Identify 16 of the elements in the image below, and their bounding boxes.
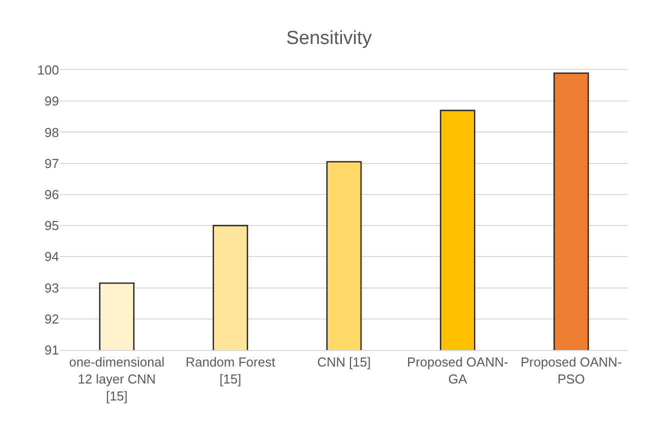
- y-tick-label: 100: [37, 62, 59, 78]
- y-tick-label: 97: [44, 156, 59, 171]
- x-tick-label: Proposed OANN-GA: [407, 354, 508, 386]
- y-tick-label: 94: [44, 249, 59, 264]
- y-tick-label: 98: [44, 124, 59, 140]
- x-tick-label: one-dimensional 12 layer CNN [15]: [69, 354, 165, 404]
- x-tick-label: CNN [15]: [317, 354, 371, 370]
- chart-title: Sensitivity: [286, 28, 372, 49]
- y-tick-label: 91: [44, 342, 59, 358]
- y-tick-label: 92: [44, 311, 59, 326]
- y-tick-label: 96: [44, 186, 59, 202]
- y-tick-label: 93: [44, 280, 59, 296]
- y-tick-label: 99: [44, 94, 59, 109]
- y-tick-label: 95: [44, 218, 59, 234]
- x-tick-label: Proposed OANN-PSO: [520, 354, 622, 386]
- x-tick-label: Random Forest [15]: [186, 354, 276, 386]
